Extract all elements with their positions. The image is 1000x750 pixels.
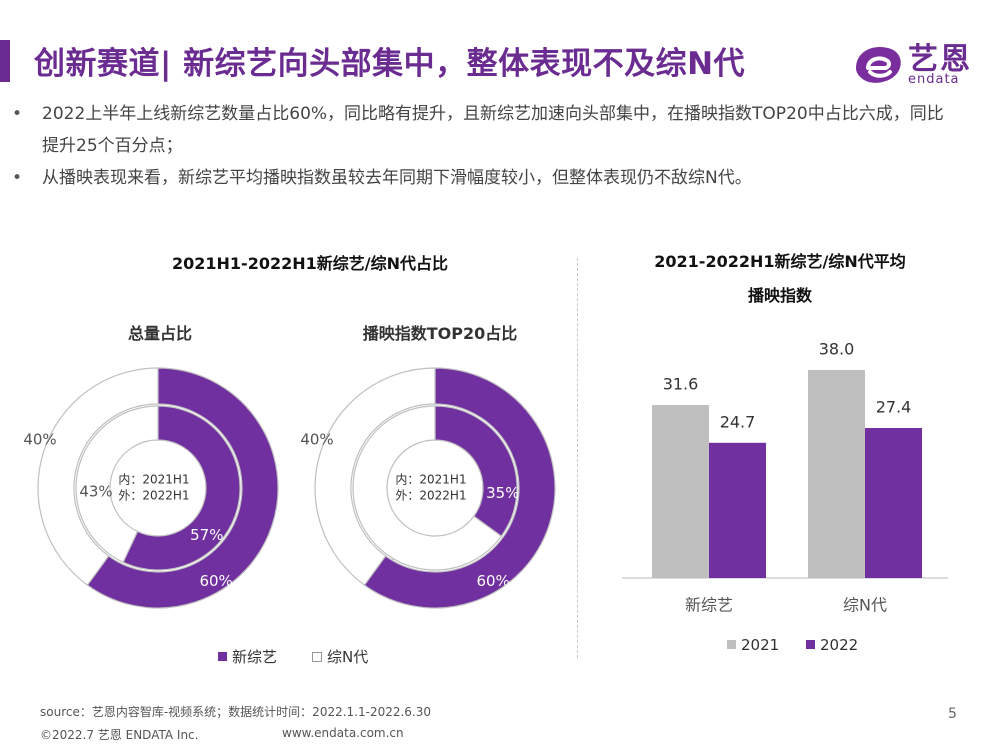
legend-swatch-gray <box>727 640 736 649</box>
bar-x-tick-新综艺: 新综艺 <box>685 596 733 615</box>
bullet-item: • 从播映表现来看，新综艺平均播映指数虽较去年同期下滑幅度较小，但整体表现仍不敌… <box>12 162 952 194</box>
legend-swatch-purple <box>218 652 227 661</box>
bar-label-新综艺-2022: 24.7 <box>720 412 756 431</box>
donut-2-inner-slice-sequel <box>352 405 503 571</box>
donut-1-center-label: 内：2021H1 <box>118 473 189 487</box>
title-accent-bar <box>0 40 10 82</box>
donut-2-outer-label-sequel: 40% <box>300 431 333 449</box>
donut-1-subtitle: 总量占比 <box>127 324 192 343</box>
page-number: 5 <box>948 706 957 722</box>
donut-1-center-label: 外：2022H1 <box>118 489 189 503</box>
legend-label: 2021 <box>741 636 780 654</box>
bar-label-新综艺-2021: 31.6 <box>663 375 699 394</box>
bar-chart-title-line-2: 播映指数 <box>747 286 812 305</box>
donut-2-outer-slice-sequel <box>314 367 436 586</box>
legend-swatch-purple <box>806 640 815 649</box>
donut-1-outer-label-new: 60% <box>199 572 232 590</box>
bar-label-综N代-2021: 38.0 <box>819 340 855 359</box>
donut-2-outer-slice-new <box>363 367 556 609</box>
logo-text-en: endata <box>908 72 960 87</box>
bar-新综艺-2021 <box>652 405 709 578</box>
legend-label: 综N代 <box>327 648 369 666</box>
footer-source: source：艺恩内容智库-视频系统；数据统计时间：2022.1.1-2022.… <box>40 705 432 719</box>
logo-text-cn: 艺恩 <box>908 42 972 77</box>
bullet-dot-icon: • <box>12 168 23 188</box>
bar-x-tick-综N代: 综N代 <box>843 596 887 615</box>
bar-chart-title-line-1: 2021-2022H1新综艺/综N代平均 <box>654 252 906 271</box>
page-title: 创新赛道| 新综艺向头部集中，整体表现不及综N代 <box>34 46 746 82</box>
legend-sequel: 综N代 <box>312 646 368 667</box>
donut-section-title: 2021H1-2022H1新综艺/综N代占比 <box>172 254 448 273</box>
footer-website[interactable]: www.endata.com.cn <box>282 726 404 740</box>
donut-2-center-label: 外：2022H1 <box>395 489 466 503</box>
legend-2021: 2021 <box>727 636 779 654</box>
bar-综N代-2021 <box>808 370 865 578</box>
donut-1-inner-slice-new <box>122 405 241 571</box>
donut-1-outer-slice-new <box>86 367 279 609</box>
donut-2-outer-label-new: 60% <box>476 572 509 590</box>
bar-label-综N代-2022: 27.4 <box>876 398 912 417</box>
donut-2-inner-slice-new <box>434 405 518 538</box>
donut-1-inner-label-sequel: 43% <box>79 483 112 501</box>
donut-1-outer-slice-sequel <box>37 367 159 586</box>
bullet-text: 2022上半年上线新综艺数量占比60%，同比略有提升，且新综艺加速向头部集中，在… <box>42 104 944 156</box>
donut-2-center-label: 内：2021H1 <box>395 473 466 487</box>
donut-1-inner-slice-sequel <box>75 405 159 563</box>
bar-新综艺-2022 <box>709 442 766 578</box>
footer-copyright: ©2022.7 艺恩 ENDATA Inc. <box>40 728 199 742</box>
donut-1-inner-label-new: 57% <box>190 526 223 544</box>
donut-2-subtitle: 播映指数TOP20占比 <box>362 324 518 343</box>
legend-2022: 2022 <box>806 636 858 654</box>
bar-chart-title: 2021-2022H1新综艺/综N代平均 播映指数 <box>600 245 960 313</box>
bullet-item: • 2022上半年上线新综艺数量占比60%，同比略有提升，且新综艺加速向头部集中… <box>12 98 952 162</box>
bar-综N代-2022 <box>865 428 922 578</box>
bullet-dot-icon: • <box>12 104 23 124</box>
legend-new-variety: 新综艺 <box>218 646 277 667</box>
logo-mark-icon <box>856 46 901 83</box>
bullet-text: 从播映表现来看，新综艺平均播映指数虽较去年同期下滑幅度较小，但整体表现仍不敌综N… <box>42 168 752 188</box>
summary-bullets: • 2022上半年上线新综艺数量占比60%，同比略有提升，且新综艺加速向头部集中… <box>12 98 952 194</box>
endata-logo: 艺恩 endata <box>848 38 978 90</box>
donut-1-outer-label-sequel: 40% <box>23 431 56 449</box>
legend-label: 2022 <box>820 636 859 654</box>
legend-label: 新综艺 <box>232 648 278 666</box>
section-divider <box>577 258 578 658</box>
legend-swatch-white <box>312 651 322 662</box>
donut-2-inner-label-new: 35% <box>486 484 519 502</box>
